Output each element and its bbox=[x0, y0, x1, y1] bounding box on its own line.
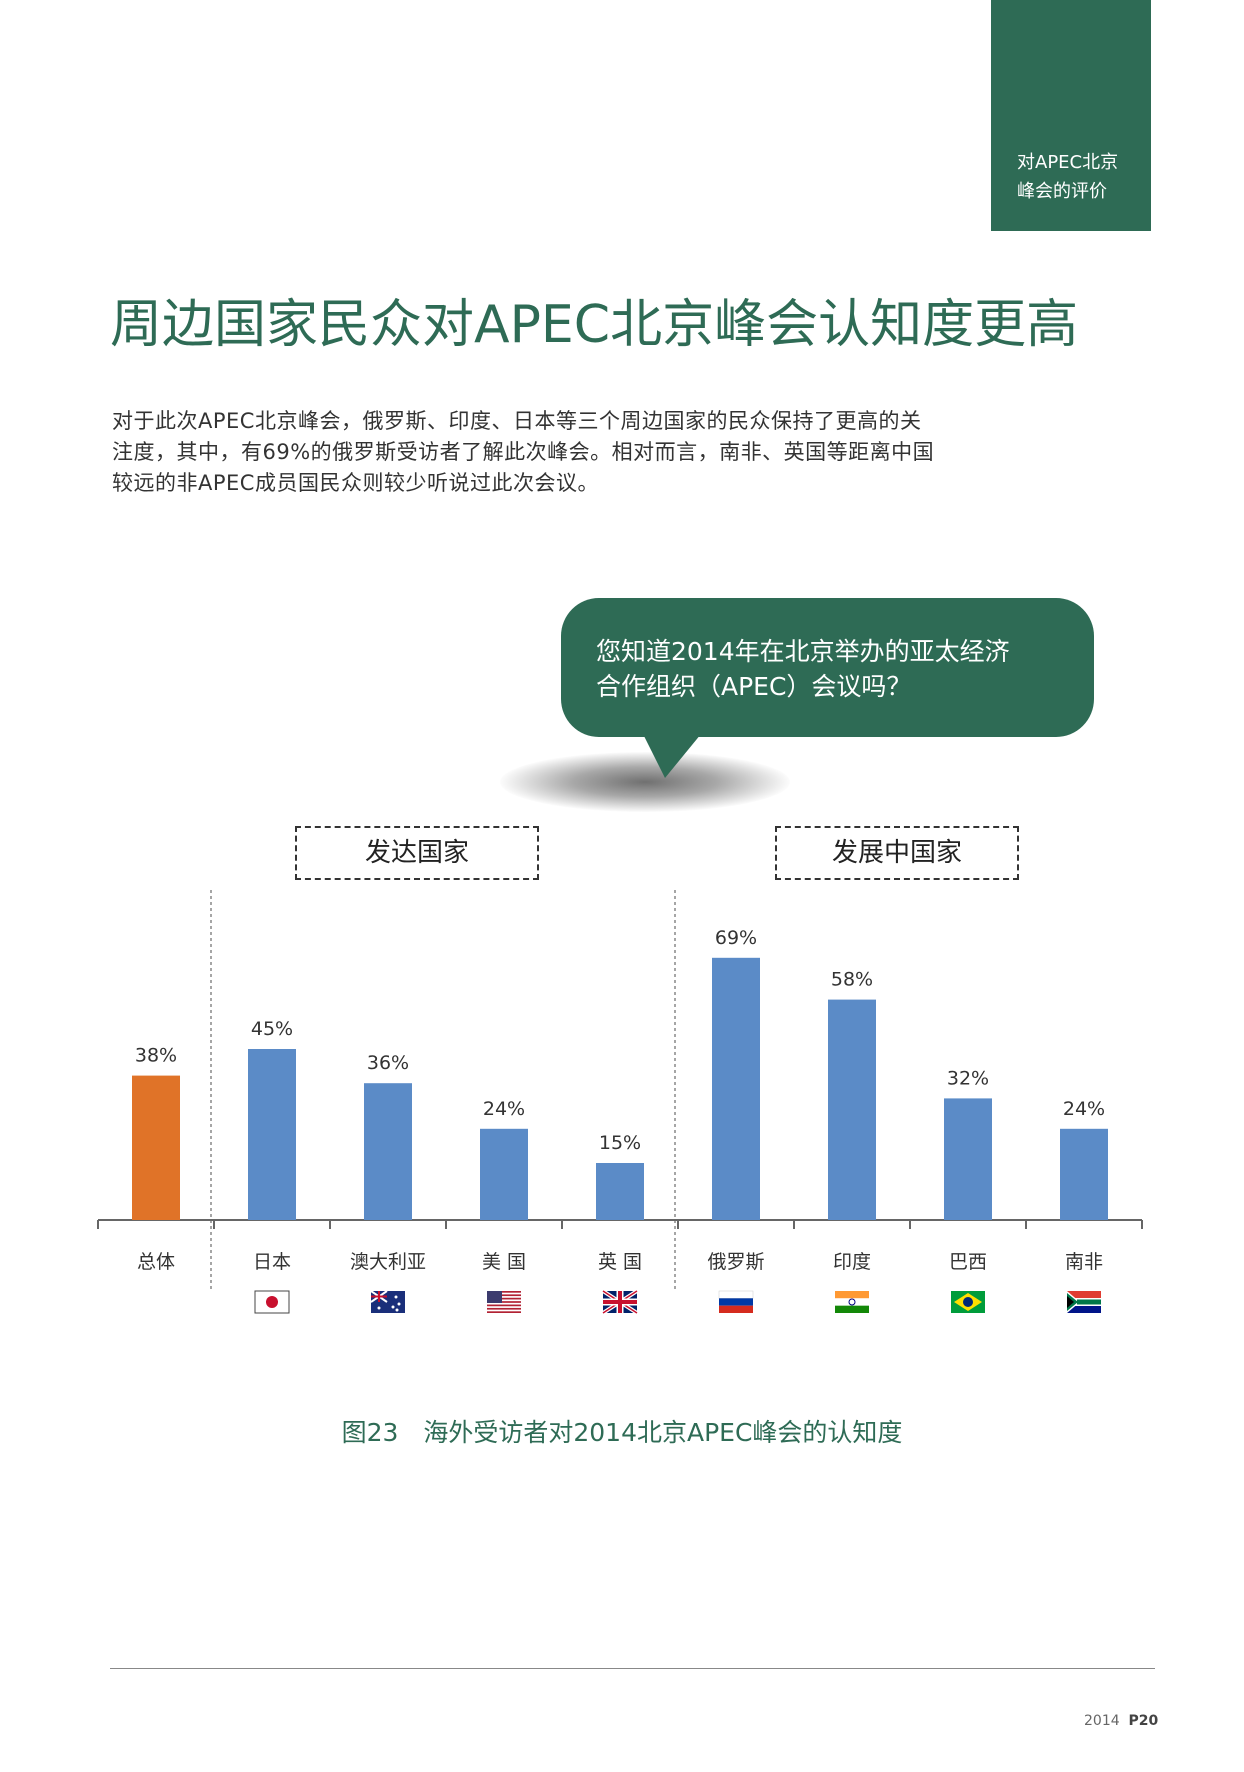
intro-line-2: 注度，其中，有69%的俄罗斯受访者了解此次峰会。相对而言，南非、英国等距离中国 bbox=[112, 440, 935, 464]
australia-flag-icon bbox=[370, 1290, 405, 1313]
section-tab: 对APEC北京 峰会的评价 bbox=[991, 0, 1151, 231]
russia-flag-icon bbox=[718, 1290, 754, 1313]
usa-flag-icon bbox=[487, 1291, 521, 1313]
bar-8 bbox=[1060, 1128, 1108, 1220]
value-label-0: 38% bbox=[135, 1045, 177, 1067]
category-label-3: 美 国 bbox=[482, 1251, 526, 1273]
category-label-7: 巴西 bbox=[949, 1251, 987, 1273]
value-label-2: 36% bbox=[367, 1052, 409, 1074]
bar-0 bbox=[132, 1075, 180, 1220]
intro-line-3: 较远的非APEC成员国民众则较少听说过此次会议。 bbox=[112, 471, 599, 495]
section-tab-line-2: 峰会的评价 bbox=[1017, 181, 1107, 202]
value-label-7: 32% bbox=[947, 1067, 989, 1089]
category-label-5: 俄罗斯 bbox=[707, 1251, 764, 1273]
intro-paragraph: 对于此次APEC北京峰会，俄罗斯、印度、日本等三个周边国家的民众保持了更高的关 … bbox=[112, 406, 1092, 499]
footer-year: 2014 bbox=[1084, 1713, 1120, 1729]
bar-6 bbox=[828, 999, 876, 1220]
footer-divider bbox=[110, 1668, 1155, 1669]
bar-7 bbox=[944, 1098, 992, 1220]
group-label-developed: 发达国家 bbox=[295, 826, 539, 880]
intro-line-1: 对于此次APEC北京峰会，俄罗斯、印度、日本等三个周边国家的民众保持了更高的关 bbox=[112, 409, 922, 433]
value-label-5: 69% bbox=[715, 927, 757, 949]
value-label-3: 24% bbox=[483, 1098, 525, 1120]
bar-5 bbox=[712, 957, 760, 1220]
japan-flag-icon bbox=[254, 1290, 290, 1314]
bar-3 bbox=[480, 1128, 528, 1220]
brazil-flag-icon bbox=[951, 1291, 985, 1313]
question-line-1: 您知道2014年在北京举办的亚太经济 bbox=[596, 637, 1010, 666]
category-label-0: 总体 bbox=[137, 1251, 175, 1273]
footer-page: P20 bbox=[1128, 1713, 1159, 1729]
bubble-tail bbox=[643, 734, 701, 778]
value-label-1: 45% bbox=[251, 1018, 293, 1040]
category-label-6: 印度 bbox=[833, 1251, 871, 1273]
value-label-8: 24% bbox=[1063, 1098, 1105, 1120]
page-title: 周边国家民众对APEC北京峰会认知度更高 bbox=[110, 295, 1079, 355]
page-number: 2014 P20 bbox=[1084, 1713, 1158, 1729]
category-label-2: 澳大利亚 bbox=[350, 1251, 426, 1273]
south-africa-flag-icon bbox=[1067, 1291, 1101, 1313]
bar-4 bbox=[596, 1163, 644, 1220]
value-label-6: 58% bbox=[831, 969, 873, 991]
uk-flag-icon bbox=[601, 1289, 639, 1315]
india-flag-icon bbox=[835, 1291, 869, 1313]
section-tab-line-1: 对APEC北京 bbox=[1017, 152, 1119, 173]
figure-caption: 图23 海外受访者对2014北京APEC峰会的认知度 bbox=[341, 1418, 903, 1447]
category-label-1: 日本 bbox=[253, 1251, 291, 1273]
category-label-8: 南非 bbox=[1065, 1251, 1103, 1273]
question-line-2: 合作组织（APEC）会议吗？ bbox=[596, 672, 912, 701]
bar-1 bbox=[248, 1049, 296, 1220]
question-bubble: 您知道2014年在北京举办的亚太经济 合作组织（APEC）会议吗？ bbox=[561, 598, 1094, 737]
awareness-bar-chart: 38% 总体 45% 日本 36% 澳大利亚 24% 美 国 15% 英 国 69% 俄罗斯 58% 印度… bbox=[97, 890, 1143, 1315]
bar-2 bbox=[364, 1083, 412, 1220]
value-label-4: 15% bbox=[599, 1132, 641, 1154]
category-label-4: 英 国 bbox=[598, 1251, 642, 1273]
group-label-developing: 发展中国家 bbox=[775, 826, 1019, 880]
